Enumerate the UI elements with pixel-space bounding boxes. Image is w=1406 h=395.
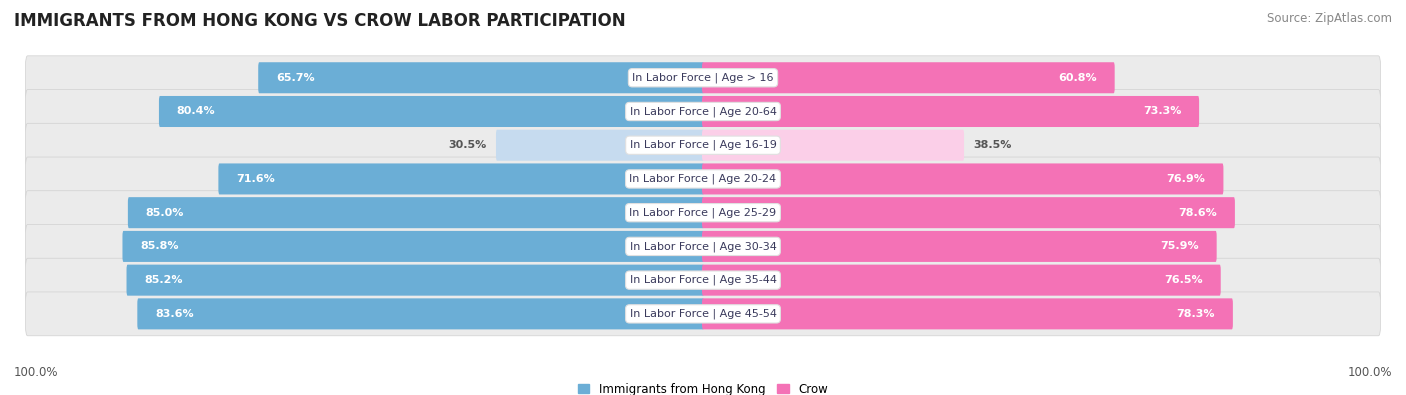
- Text: In Labor Force | Age 20-64: In Labor Force | Age 20-64: [630, 106, 776, 117]
- FancyBboxPatch shape: [25, 258, 1381, 302]
- FancyBboxPatch shape: [127, 265, 704, 295]
- Text: 60.8%: 60.8%: [1059, 73, 1097, 83]
- Legend: Immigrants from Hong Kong, Crow: Immigrants from Hong Kong, Crow: [578, 383, 828, 395]
- Text: 100.0%: 100.0%: [1347, 366, 1392, 379]
- Text: IMMIGRANTS FROM HONG KONG VS CROW LABOR PARTICIPATION: IMMIGRANTS FROM HONG KONG VS CROW LABOR …: [14, 12, 626, 30]
- FancyBboxPatch shape: [702, 197, 1234, 228]
- Text: In Labor Force | Age 35-44: In Labor Force | Age 35-44: [630, 275, 776, 286]
- Text: In Labor Force | Age > 16: In Labor Force | Age > 16: [633, 73, 773, 83]
- Text: 78.3%: 78.3%: [1177, 309, 1215, 319]
- Text: 78.6%: 78.6%: [1178, 208, 1218, 218]
- FancyBboxPatch shape: [702, 96, 1199, 127]
- Text: In Labor Force | Age 20-24: In Labor Force | Age 20-24: [630, 174, 776, 184]
- Text: 75.9%: 75.9%: [1160, 241, 1199, 251]
- Text: 85.2%: 85.2%: [145, 275, 183, 285]
- Text: In Labor Force | Age 16-19: In Labor Force | Age 16-19: [630, 140, 776, 150]
- Text: 80.4%: 80.4%: [177, 107, 215, 117]
- FancyBboxPatch shape: [122, 231, 704, 262]
- Text: 85.0%: 85.0%: [146, 208, 184, 218]
- FancyBboxPatch shape: [25, 90, 1381, 134]
- Text: In Labor Force | Age 45-54: In Labor Force | Age 45-54: [630, 308, 776, 319]
- Text: 100.0%: 100.0%: [14, 366, 59, 379]
- FancyBboxPatch shape: [25, 224, 1381, 268]
- FancyBboxPatch shape: [702, 298, 1233, 329]
- Text: Source: ZipAtlas.com: Source: ZipAtlas.com: [1267, 12, 1392, 25]
- FancyBboxPatch shape: [128, 197, 704, 228]
- FancyBboxPatch shape: [25, 292, 1381, 336]
- FancyBboxPatch shape: [259, 62, 704, 93]
- FancyBboxPatch shape: [25, 123, 1381, 167]
- FancyBboxPatch shape: [25, 56, 1381, 100]
- FancyBboxPatch shape: [159, 96, 704, 127]
- FancyBboxPatch shape: [702, 164, 1223, 194]
- Text: In Labor Force | Age 30-34: In Labor Force | Age 30-34: [630, 241, 776, 252]
- FancyBboxPatch shape: [25, 157, 1381, 201]
- Text: 76.5%: 76.5%: [1164, 275, 1202, 285]
- Text: 38.5%: 38.5%: [973, 140, 1011, 150]
- Text: 71.6%: 71.6%: [236, 174, 276, 184]
- FancyBboxPatch shape: [496, 130, 704, 161]
- Text: 30.5%: 30.5%: [449, 140, 486, 150]
- FancyBboxPatch shape: [702, 231, 1216, 262]
- Text: In Labor Force | Age 25-29: In Labor Force | Age 25-29: [630, 207, 776, 218]
- Text: 65.7%: 65.7%: [276, 73, 315, 83]
- Text: 73.3%: 73.3%: [1143, 107, 1181, 117]
- FancyBboxPatch shape: [702, 130, 965, 161]
- FancyBboxPatch shape: [702, 265, 1220, 295]
- FancyBboxPatch shape: [218, 164, 704, 194]
- FancyBboxPatch shape: [25, 191, 1381, 235]
- FancyBboxPatch shape: [702, 62, 1115, 93]
- Text: 85.8%: 85.8%: [141, 241, 179, 251]
- FancyBboxPatch shape: [138, 298, 704, 329]
- Text: 83.6%: 83.6%: [155, 309, 194, 319]
- Text: 76.9%: 76.9%: [1167, 174, 1205, 184]
